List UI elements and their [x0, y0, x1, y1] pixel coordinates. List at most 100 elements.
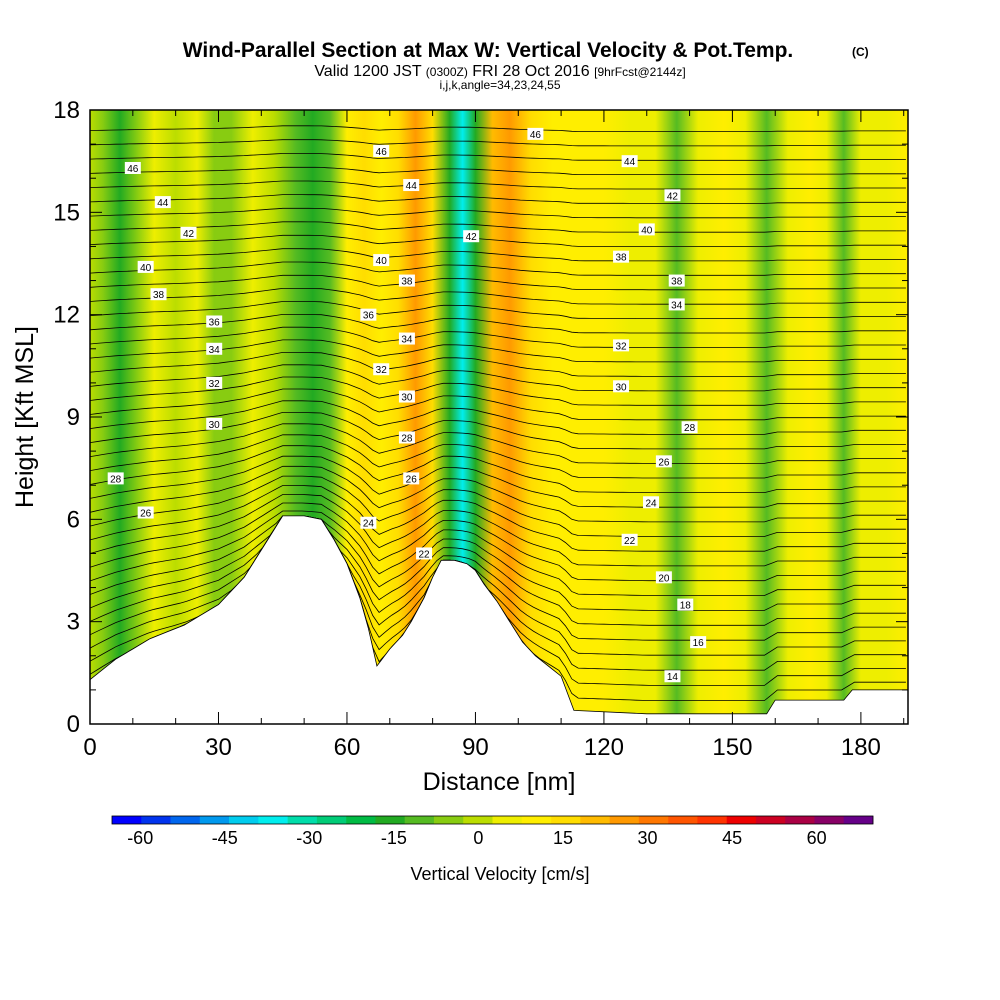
- contour-label-bg: [154, 196, 171, 209]
- theta-contour-line: [90, 139, 906, 147]
- colorbar: [111, 815, 874, 825]
- theta-contour-line: [90, 180, 906, 190]
- colorbar-swatch: [785, 816, 815, 824]
- plot-area: 46 44 42 40 38 36 34 32 30 28 26 46 44 42 40 38 36 34 32 30…: [89, 109, 909, 725]
- contour-label-bg: [206, 417, 223, 430]
- colorbar-swatch: [492, 816, 523, 824]
- contour-label: 30: [401, 393, 413, 404]
- contour-label-bg: [690, 636, 707, 649]
- contour-label: 38: [153, 290, 165, 301]
- contour-label-bg: [664, 670, 681, 683]
- contour-label-bg: [180, 226, 197, 239]
- x-tick-label: 0: [83, 734, 96, 761]
- contour-label-bg: [360, 308, 377, 321]
- contour-label-bg: [664, 189, 681, 202]
- contour-label-bg: [206, 315, 223, 328]
- theta-contour-line: [90, 515, 906, 671]
- contour-label: 26: [140, 509, 152, 520]
- y-tick-label: 18: [53, 97, 80, 124]
- subtitle-utc: (0300Z): [426, 65, 468, 79]
- theta-contour-line: [90, 502, 906, 582]
- contour-label-bg: [463, 230, 480, 243]
- colorbar-swatch: [551, 816, 581, 824]
- theta-contour-line: [90, 339, 906, 363]
- colorbar-swatch: [843, 816, 874, 824]
- contour-label: 30: [615, 382, 627, 393]
- colorbar-frame: [111, 815, 874, 825]
- contour-label-bg: [360, 516, 377, 529]
- theta-contour-line: [90, 248, 906, 262]
- contour-label-bg: [638, 223, 655, 236]
- theta-contour-line: [90, 221, 906, 233]
- theta-contour-line: [90, 515, 906, 611]
- x-axis-label: Distance [nm]: [423, 768, 576, 796]
- colorbar-tick-label: 15: [553, 828, 573, 848]
- y-tick-label: 3: [67, 609, 80, 636]
- theta-contour-line: [90, 510, 906, 596]
- x-tick-label: 60: [334, 734, 361, 761]
- x-tick-label: 180: [841, 734, 881, 761]
- contour-label-bg: [621, 155, 638, 168]
- theta-contour-line: [90, 400, 906, 435]
- colorbar-swatch: [463, 816, 493, 824]
- colorbar-swatch: [726, 816, 757, 824]
- title-mark: (C): [852, 45, 869, 59]
- contour-label-bg: [150, 288, 167, 301]
- colorbar-tick-label: 60: [807, 828, 827, 848]
- y-tick-label: 6: [67, 506, 80, 533]
- contour-label-bg: [643, 496, 660, 509]
- contour-label-bg: [137, 506, 154, 519]
- theta-contour-line: [90, 326, 906, 348]
- contour-label: 32: [615, 341, 627, 352]
- chart-title: Wind-Parallel Section at Max W: Vertical…: [183, 39, 794, 62]
- theta-contour-line: [90, 261, 906, 276]
- x-tick-label: 90: [462, 734, 489, 761]
- colorbar-swatch: [199, 816, 230, 824]
- contour-label: 44: [406, 181, 418, 192]
- contour-label-bg: [416, 547, 433, 560]
- colorbar-tick-label: -60: [127, 828, 153, 848]
- y-axis-label: Height [Kft MSL]: [11, 326, 39, 508]
- contour-label: 40: [376, 256, 388, 267]
- contour-label-bg: [398, 390, 415, 403]
- theta-contour-line: [90, 445, 906, 493]
- colorbar-swatch: [141, 816, 171, 824]
- colorbar-swatch: [814, 816, 845, 824]
- contour-label: 42: [466, 232, 478, 243]
- contour-label-bg: [668, 274, 685, 287]
- colorbar-tick-labels: -60 -45 -30 -15 0 15 30 45 60: [127, 828, 826, 848]
- colorbar-swatch: [697, 816, 727, 824]
- colorbar-swatch: [580, 816, 610, 824]
- contour-label: 40: [641, 225, 653, 236]
- x-axis: 0 30 60 90 120 150 180: [83, 110, 905, 761]
- colorbar-tick-label: 30: [637, 828, 657, 848]
- colorbar-tick-label: 0: [473, 828, 483, 848]
- contour-label-bg: [398, 332, 415, 345]
- y-tick-label: 12: [53, 302, 80, 329]
- chart-subtitle: Valid 1200 JST (0300Z) FRI 28 Oct 2016 […: [314, 63, 685, 80]
- colorbar-swatch: [170, 816, 201, 824]
- contour-label: 20: [658, 573, 670, 584]
- contour-label: 28: [401, 433, 413, 444]
- contour-label-bg: [137, 260, 154, 273]
- theta-contour-line: [90, 515, 906, 641]
- theta-contour-line: [90, 153, 906, 161]
- colorbar-tick-label: -15: [381, 828, 407, 848]
- colorbar-swatch: [316, 816, 347, 824]
- contour-label-bg: [613, 250, 630, 263]
- contour-label-bg: [681, 421, 698, 434]
- contour-label: 40: [140, 263, 152, 274]
- contour-label: 38: [671, 277, 683, 288]
- contour-label-bg: [373, 363, 390, 376]
- colorbar-swatch: [112, 816, 142, 824]
- contour-label: 46: [376, 147, 388, 158]
- colorbar-swatch: [287, 816, 318, 824]
- chart-subtitle-indices: i,j,k,angle=34,23,24,55: [439, 78, 560, 92]
- contour-label: 26: [406, 474, 418, 485]
- contour-label: 34: [209, 345, 221, 356]
- contour-label-bg: [373, 144, 390, 157]
- theta-contour-line: [90, 388, 906, 421]
- theta-contour-line: [90, 376, 906, 406]
- contour-label: 46: [530, 130, 542, 141]
